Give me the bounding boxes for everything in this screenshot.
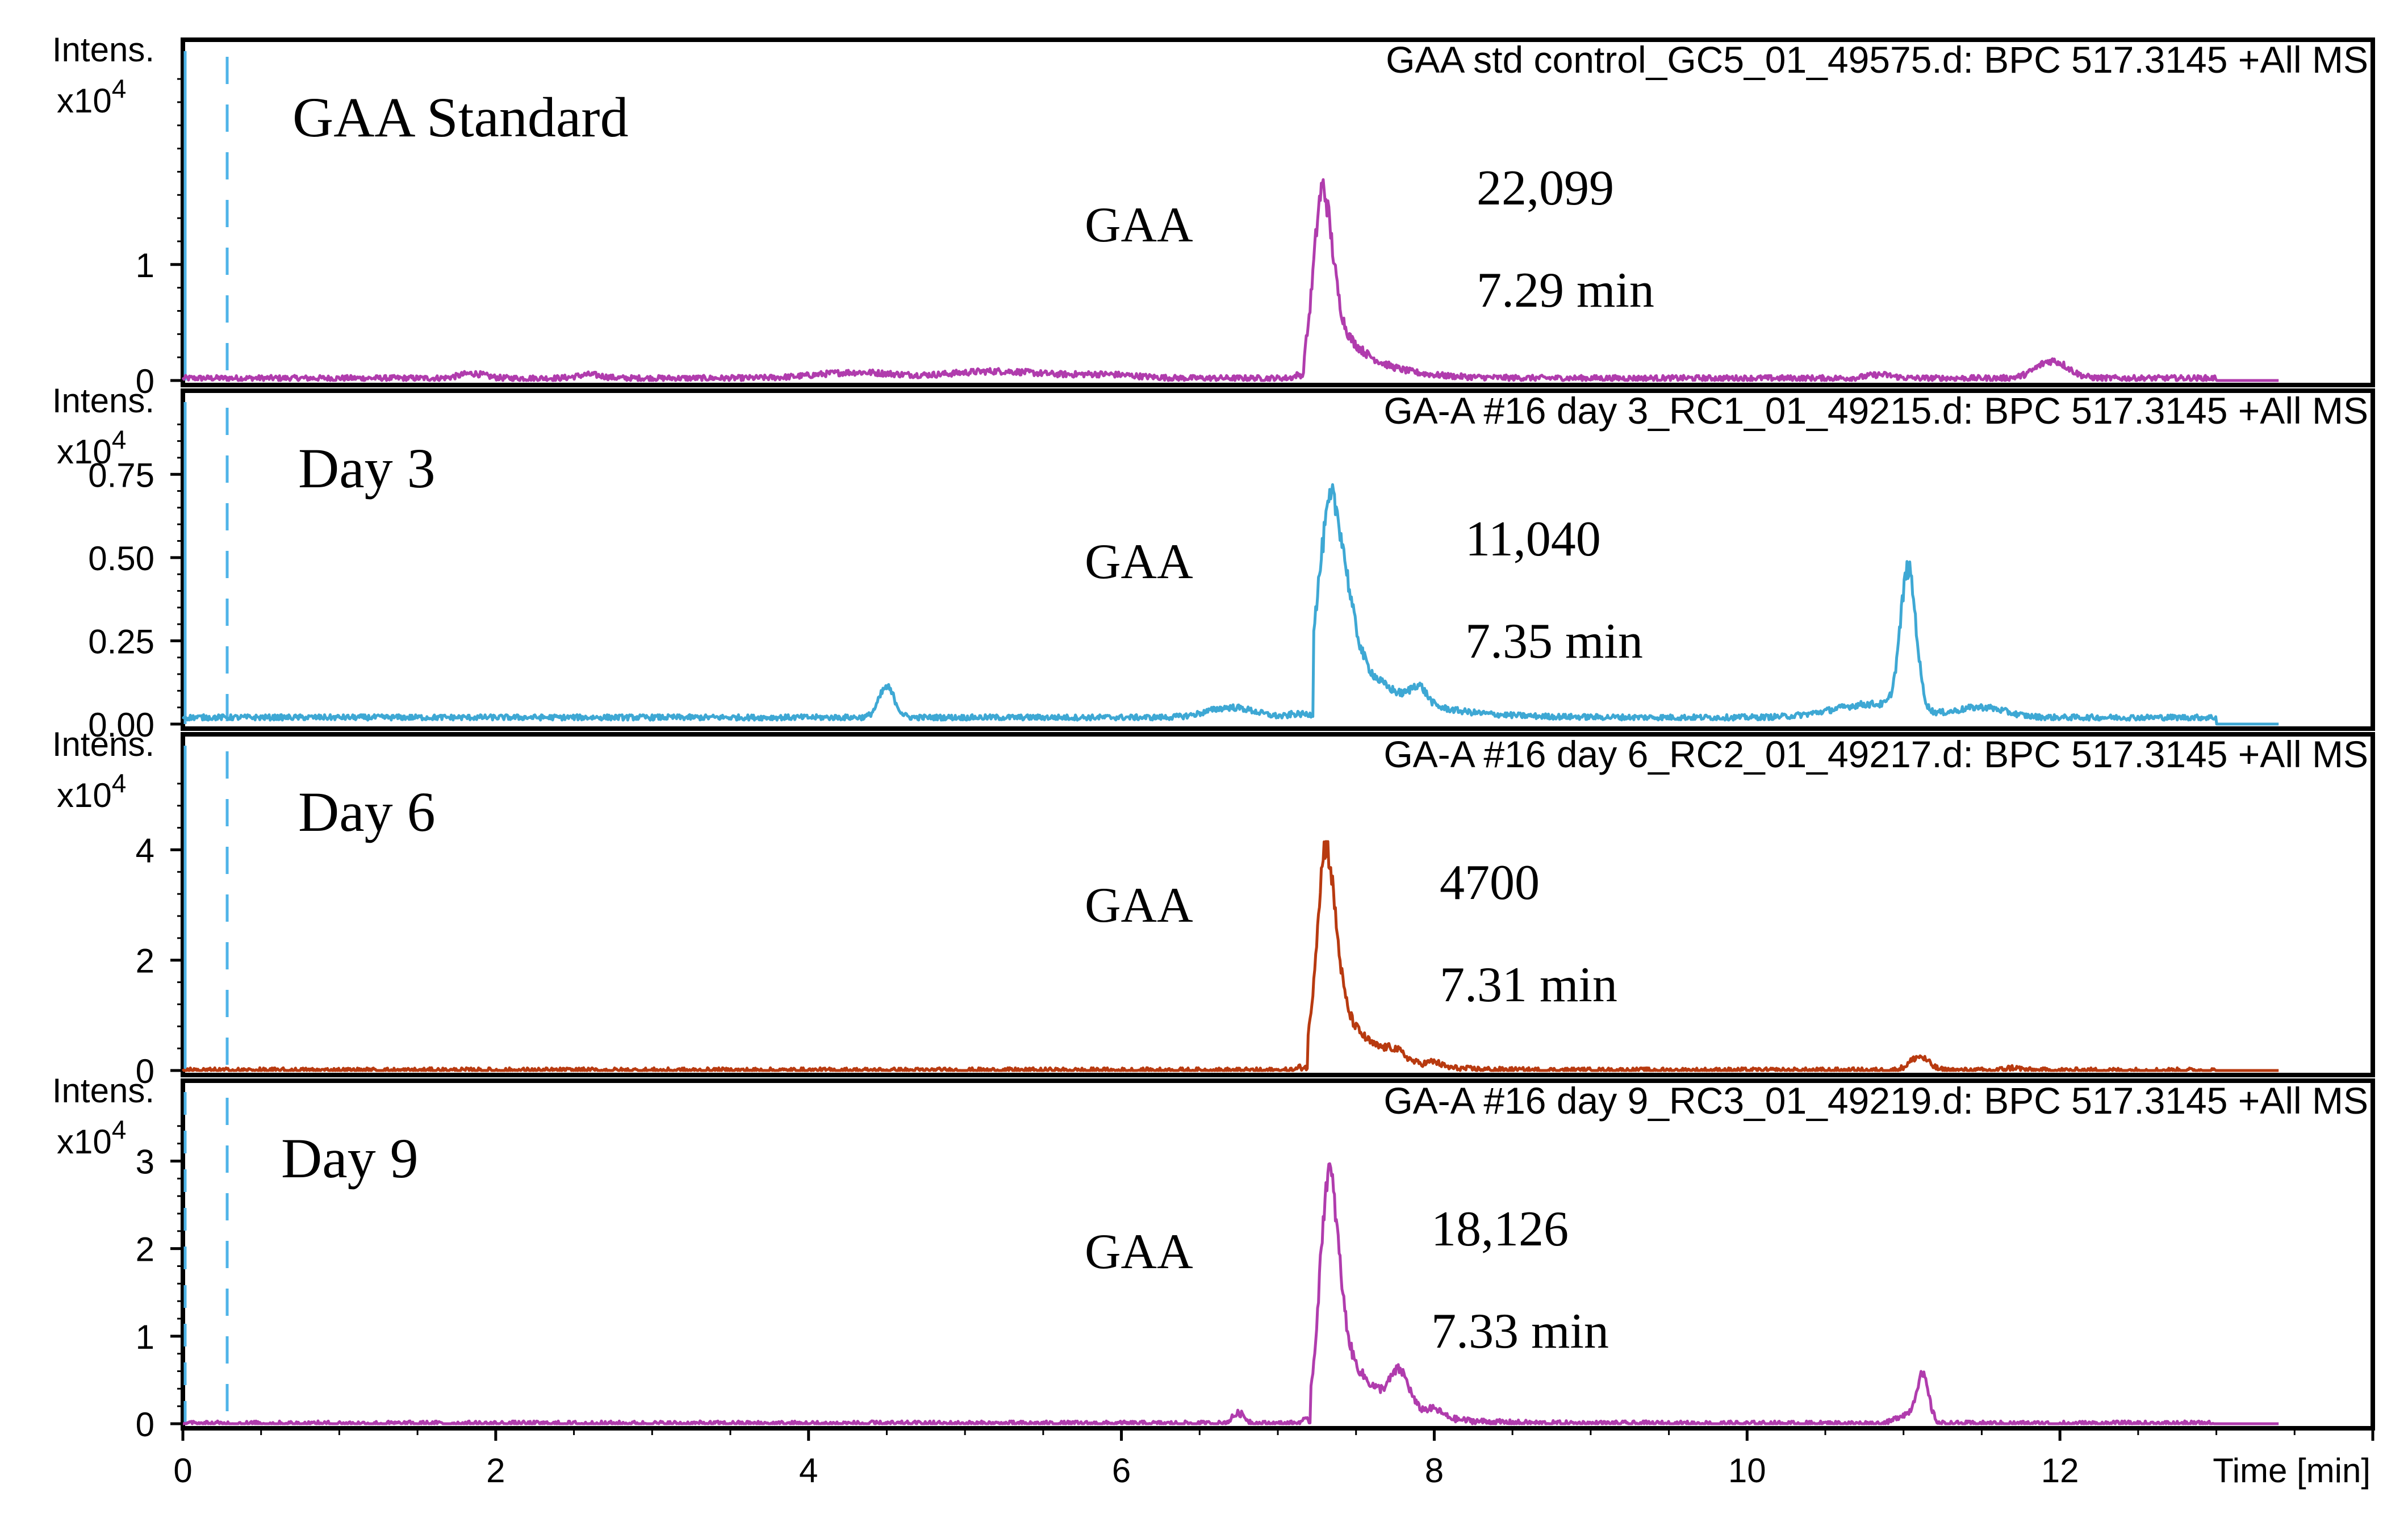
y-tick-label: 2 [136,942,154,980]
y-tick-label: 0 [136,1406,154,1444]
x-tick-label: 0 [173,1452,192,1490]
panel-title: GA-A #16 day 6_RC2_01_49217.d: BPC 517.3… [1383,733,2368,775]
y-tick-label: 0.50 [88,540,154,578]
peak-area-label: 22,099 [1477,161,1614,216]
y-tick-label: 0.25 [88,622,154,660]
chromatogram-trace [182,1162,2279,1425]
chromatogram-trace [181,840,2279,1072]
panel-2: GA-A #16 day 3_RC1_01_49215.d: BPC 517.3… [52,382,2375,744]
x-tick-label: 2 [486,1452,505,1490]
y-tick-label: 1 [136,1318,154,1356]
y-tick-label: 0 [136,362,154,400]
y-axis-unit: x104 [57,74,126,120]
x-axis-label: Time [min] [2213,1452,2371,1490]
y-tick-label: 0.00 [88,706,154,744]
peak-name-label: GAA [1085,1224,1193,1279]
x-tick-label: 4 [799,1452,818,1490]
panel-title: GA-A #16 day 9_RC3_01_49219.d: BPC 517.3… [1383,1080,2368,1122]
retention-time-label: 7.33 min [1431,1304,1609,1359]
y-axis-unit: x104 [57,425,126,471]
x-axis: 0 2 4 6 8 10 12 Time [min] [173,1428,2374,1490]
panel-frame [181,732,2375,1077]
chromatogram-panels: GAA std control_GC5_01_49575.d: BPC 517.… [52,31,2375,1444]
sample-label: Day 3 [298,437,436,500]
panel-title: GAA std control_GC5_01_49575.d: BPC 517.… [1386,39,2368,81]
peak-name-label: GAA [1085,878,1193,933]
y-axis-label: Intens. [52,382,154,420]
y-axis-label: Intens. [52,1072,154,1110]
y-tick-label: 0 [136,1052,154,1090]
sample-label: Day 6 [298,780,436,843]
panel-4: GA-A #16 day 9_RC3_01_49219.d: BPC 517.3… [52,1072,2375,1444]
retention-time-label: 7.35 min [1465,614,1643,669]
peak-area-label: 11,040 [1465,512,1601,567]
panel-3: GA-A #16 day 6_RC2_01_49217.d: BPC 517.3… [52,725,2375,1090]
peak-area-label: 18,126 [1431,1202,1569,1257]
panel-frame [181,388,2375,731]
y-axis-unit: x104 [57,768,126,814]
peak-name-label: GAA [1085,198,1193,253]
panel-1: GAA std control_GC5_01_49575.d: BPC 517.… [52,31,2375,400]
x-tick-label: 10 [1728,1452,1766,1490]
y-tick-label: 2 [136,1231,154,1269]
sample-label: Day 9 [281,1127,419,1190]
chromatogram-trace [181,483,2279,726]
panel-frame [181,1078,2375,1431]
x-tick-label: 6 [1112,1452,1131,1490]
y-axis-label: Intens. [52,725,154,763]
y-tick-label: 1 [136,246,154,285]
retention-time-label: 7.29 min [1477,263,1654,318]
retention-time-label: 7.31 min [1440,957,1617,1013]
panel-title: GA-A #16 day 3_RC1_01_49215.d: BPC 517.3… [1383,390,2368,432]
y-tick-label: 0.75 [88,456,154,494]
chromatogram-trace [181,178,2279,382]
y-axis-unit: x104 [57,1115,126,1161]
panel-frame [181,37,2375,387]
y-tick-label: 3 [136,1143,154,1181]
peak-area-label: 4700 [1440,855,1540,910]
peak-name-label: GAA [1085,534,1193,589]
x-tick-label: 12 [2041,1452,2079,1490]
x-tick-label: 8 [1425,1452,1444,1490]
y-axis-label: Intens. [52,31,154,69]
sample-label: GAA Standard [292,86,629,149]
y-tick-label: 4 [136,831,154,869]
